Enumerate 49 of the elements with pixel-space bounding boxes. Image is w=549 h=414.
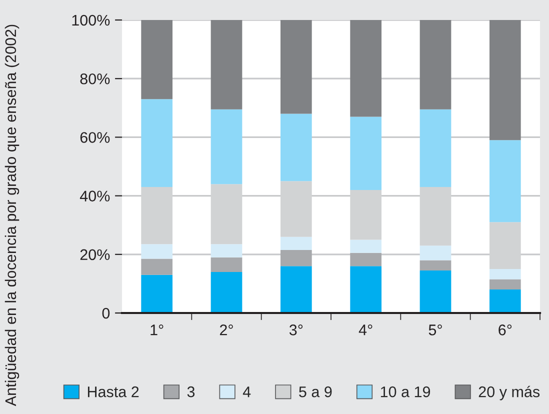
x-tick-label: 6° — [498, 324, 512, 336]
bar — [210, 257, 242, 272]
bar — [210, 272, 242, 313]
bar — [280, 250, 312, 266]
bar — [210, 109, 242, 184]
bar — [141, 99, 173, 188]
bar — [350, 240, 382, 253]
x-tick-label: 4° — [358, 324, 372, 336]
legend-label: Hasta 2 — [88, 386, 139, 398]
bar — [210, 244, 242, 258]
bar — [489, 20, 521, 140]
bar — [280, 236, 312, 250]
legend-label: 10 a 19 — [380, 386, 430, 398]
bar — [280, 266, 312, 313]
bar — [350, 20, 382, 117]
bar — [141, 20, 173, 100]
bar — [141, 274, 173, 313]
bar — [420, 260, 452, 271]
bar — [489, 140, 521, 222]
bar — [280, 20, 312, 114]
bar — [210, 20, 242, 110]
x-tick-label: 3° — [289, 324, 303, 336]
legend-label: 5 a 9 — [299, 386, 332, 398]
bar — [489, 290, 521, 313]
y-tick-label: 100% — [72, 14, 110, 26]
bar — [280, 114, 312, 182]
legend-label: 3 — [187, 386, 195, 398]
bar — [420, 109, 452, 188]
y-tick-label: 60% — [80, 132, 110, 143]
x-tick-label: 5° — [428, 324, 442, 336]
bar — [141, 244, 173, 259]
y-tick-label: 40% — [80, 190, 110, 202]
bar — [350, 116, 382, 190]
x-tick-label: 2° — [220, 324, 233, 336]
y-tick-label: 20% — [80, 249, 110, 260]
y-axis-title: Antigüedad en la docencia por grado que enseña (2002) — [4, 24, 20, 406]
bar — [350, 252, 382, 266]
bar — [141, 258, 173, 275]
x-tick-label: 1° — [150, 324, 164, 336]
legend-label: 20 y más — [478, 386, 540, 400]
legend-label: 4 — [242, 386, 251, 398]
bar — [350, 266, 382, 313]
bar — [420, 246, 452, 260]
bar — [489, 279, 521, 290]
bar — [489, 269, 521, 280]
bar — [420, 270, 452, 313]
y-tick-label: 80% — [80, 73, 110, 84]
bar — [420, 20, 452, 110]
y-tick-label: 0 — [102, 308, 110, 319]
